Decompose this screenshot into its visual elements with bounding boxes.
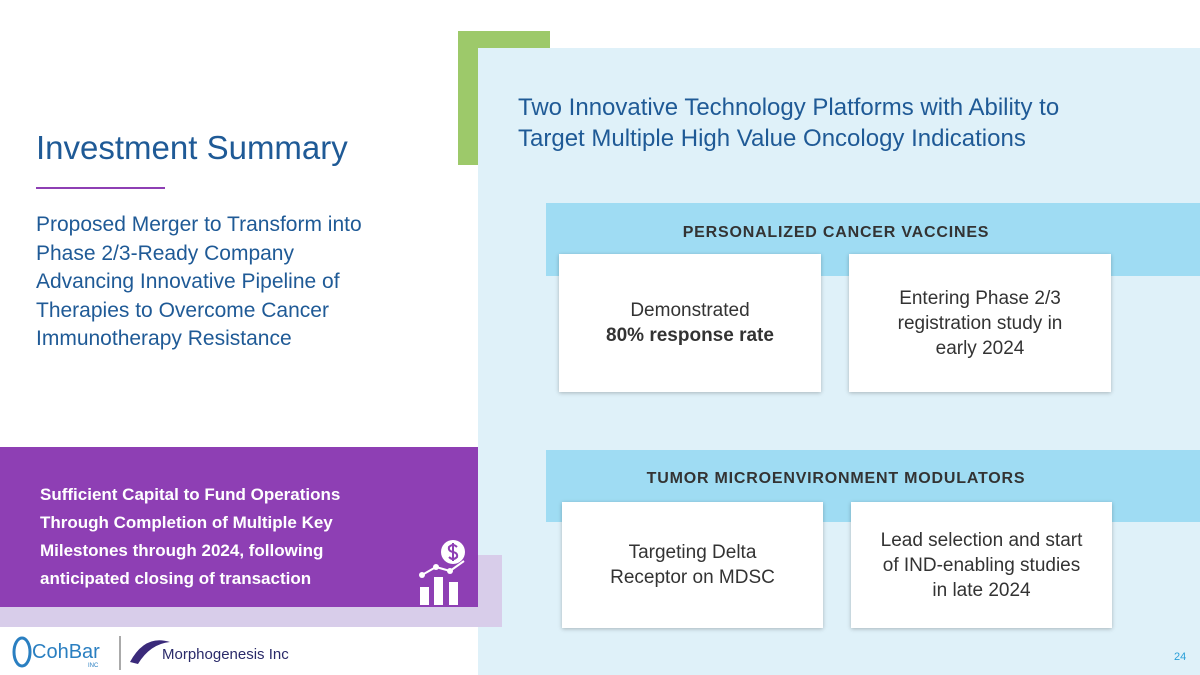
- card-line: Receptor on MDSC: [610, 567, 775, 588]
- card-line: Demonstrated: [630, 300, 750, 321]
- title-underline: [36, 187, 165, 189]
- heading-line: Two Innovative Technology Platforms with…: [518, 94, 1060, 121]
- card-line: registration study in: [897, 312, 1063, 334]
- card: Entering Phase 2/3 registration study in e…: [849, 254, 1111, 392]
- page-number: 24: [1174, 651, 1187, 663]
- card-line: Entering Phase 2/3: [899, 287, 1061, 309]
- subtitle-line: Proposed Merger to Transform into: [36, 213, 362, 236]
- highlight-line: Sufficient Capital to Fund Operations: [40, 485, 341, 504]
- card-line: Targeting Delta: [628, 542, 757, 563]
- subtitle: Proposed Merger to Transform into Phase 2…: [36, 211, 362, 354]
- highlight-line: Milestones through 2024, following: [40, 541, 324, 560]
- heading-line: Target Multiple High Value Oncology Indi…: [518, 125, 1026, 152]
- card-line: early 2024: [935, 337, 1025, 359]
- subtitle-line: Phase 2/3-Ready Company: [36, 241, 294, 265]
- subtitle-line: Immunotherapy Resistance: [36, 327, 292, 350]
- highlight-line: anticipated closing of transaction: [40, 569, 312, 588]
- heading: Two Innovative Technology Platforms with…: [518, 92, 1059, 154]
- logos: CohBar INC Morphogenesis Inc: [12, 636, 289, 670]
- card-line-bold: 80% response rate: [606, 325, 774, 346]
- card: Targeting Delta Receptor on MDSC: [562, 502, 823, 628]
- morphogenesis-logo: Morphogenesis Inc: [162, 646, 289, 663]
- cohbar-logo: CohBar: [32, 641, 100, 663]
- highlight-line: Through Completion of Multiple Key: [40, 513, 333, 532]
- card: Lead selection and start of IND-enabling …: [851, 502, 1112, 628]
- highlight-text: Sufficient Capital to Fund Operations Thr…: [40, 481, 340, 593]
- section-title: TUMOR MICROENVIRONMENT MODULATORS: [646, 470, 1026, 487]
- card: Demonstrated 80% response rate: [559, 254, 821, 392]
- highlight-box: [0, 447, 478, 607]
- card-line: Lead selection and start: [880, 529, 1083, 551]
- cohbar-suffix: INC: [88, 663, 99, 669]
- subtitle-line: Therapies to Overcome Cancer: [36, 298, 329, 322]
- title: Investment Summary: [36, 129, 348, 166]
- growth-icon: [419, 540, 465, 605]
- section-title: PERSONALIZED CANCER VACCINES: [682, 224, 990, 241]
- card-line: of IND-enabling studies: [882, 554, 1081, 576]
- card-line: in late 2024: [932, 579, 1031, 601]
- subtitle-line: Advancing Innovative Pipeline of: [36, 270, 340, 293]
